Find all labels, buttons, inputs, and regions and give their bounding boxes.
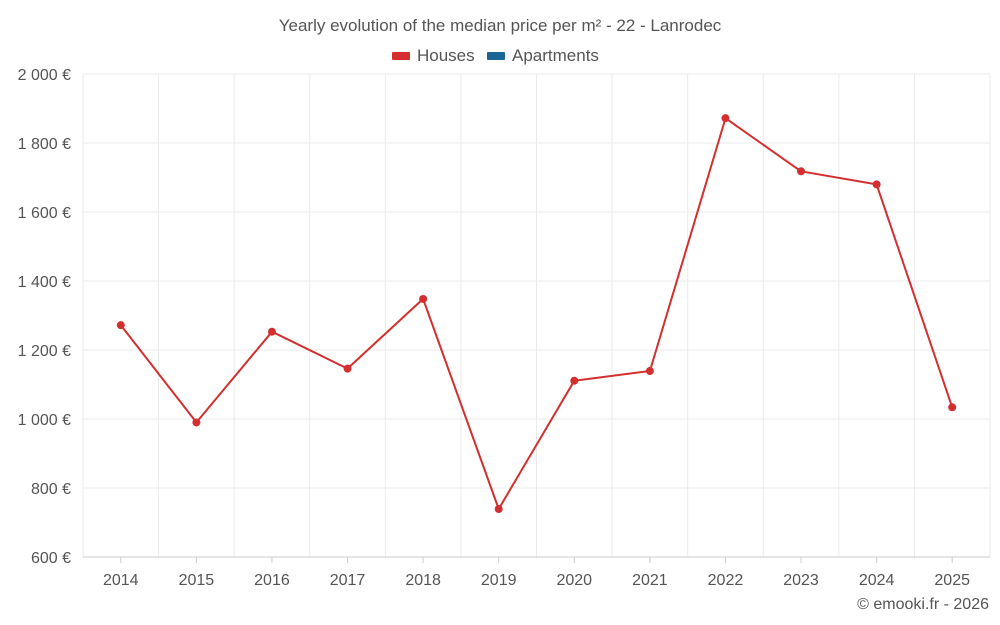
legend: Houses Apartments	[392, 46, 599, 65]
legend-item-apartments[interactable]: Apartments	[487, 46, 599, 65]
x-tick-label: 2022	[708, 572, 744, 589]
x-tick-label: 2025	[934, 572, 970, 589]
legend-swatch-houses	[392, 52, 410, 60]
data-point-houses-2023[interactable]	[797, 167, 806, 176]
legend-item-houses[interactable]: Houses	[392, 46, 475, 65]
series-line-houses	[120, 117, 954, 510]
y-tick-label: 1 600 €	[18, 205, 71, 222]
x-tick-label: 2015	[179, 572, 215, 589]
legend-label-houses: Houses	[417, 46, 475, 65]
data-point-houses-2015[interactable]	[192, 418, 201, 427]
x-tick-label: 2019	[481, 572, 517, 589]
x-tick-label: 2021	[632, 572, 668, 589]
legend-swatch-apartments	[487, 52, 505, 60]
y-tick-label: 1 200 €	[18, 343, 71, 360]
data-point-houses-2021[interactable]	[645, 367, 654, 376]
x-axis: 2014 2015 2016 2017 2018 2019 2020 2021 2022 2023…	[103, 557, 970, 589]
x-tick-label: 2023	[783, 572, 819, 589]
x-tick-label: 2018	[405, 572, 441, 589]
y-tick-label: 2 000 €	[18, 67, 71, 84]
data-point-houses-2017[interactable]	[343, 364, 352, 373]
data-point-houses-2025[interactable]	[948, 403, 957, 412]
x-tick-label: 2020	[556, 572, 592, 589]
x-tick-label: 2014	[103, 572, 139, 589]
x-tick-label: 2024	[859, 572, 895, 589]
y-tick-label: 1 400 €	[18, 274, 71, 291]
data-point-houses-2014[interactable]	[116, 321, 125, 330]
x-tick-label: 2016	[254, 572, 290, 589]
data-point-houses-2016[interactable]	[267, 327, 276, 336]
data-point-houses-2024[interactable]	[872, 180, 881, 189]
data-point-houses-2018[interactable]	[419, 294, 428, 303]
y-tick-label: 1 800 €	[18, 136, 71, 153]
y-tick-label: 1 000 €	[18, 412, 71, 429]
chart-title: Yearly evolution of the median price per…	[279, 16, 722, 35]
data-point-houses-2019[interactable]	[494, 505, 503, 514]
horizontal-gridlines	[83, 73, 990, 489]
vertical-gridlines	[82, 74, 991, 557]
y-tick-label: 800 €	[31, 481, 71, 498]
y-tick-label: 600 €	[31, 550, 71, 567]
y-axis: 600 € 800 € 1 000 € 1 200 € 1 400 € 1 600 € 1 …	[18, 67, 71, 567]
series-layer	[116, 114, 957, 514]
data-point-houses-2022[interactable]	[721, 114, 730, 123]
legend-label-apartments: Apartments	[512, 46, 599, 65]
credit-text: © emooki.fr - 2026	[857, 596, 989, 613]
x-tick-label: 2017	[330, 572, 366, 589]
data-point-houses-2020[interactable]	[570, 376, 579, 385]
